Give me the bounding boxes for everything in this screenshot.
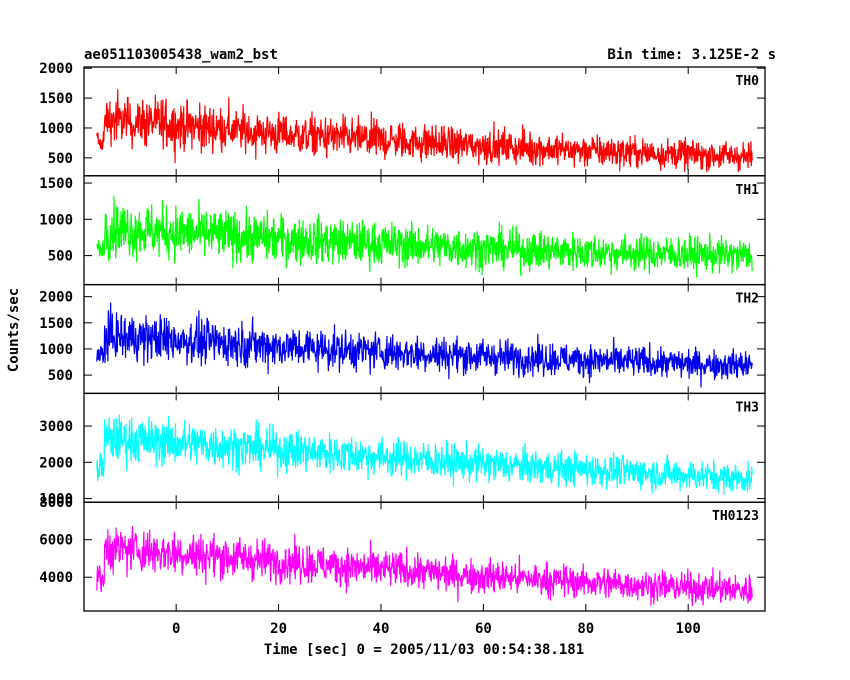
x-axis-label: Time [sec] 0 = 2005/11/03 00:54:38.181 bbox=[264, 642, 584, 658]
y-tick-label: 500 bbox=[48, 368, 73, 384]
y-tick-label: 2000 bbox=[39, 61, 73, 77]
y-tick-label: 1500 bbox=[39, 176, 73, 192]
y-tick-label: 1000 bbox=[39, 121, 73, 137]
x-tick-label: 40 bbox=[373, 621, 390, 637]
y-tick-label: 8000 bbox=[39, 495, 73, 511]
series-line-th3 bbox=[96, 414, 753, 495]
series-line-th0123 bbox=[96, 526, 753, 607]
series-line-th0 bbox=[96, 89, 753, 173]
y-tick-label: 1000 bbox=[39, 212, 73, 228]
chart-title: ae051103005438_wam2_bst bbox=[84, 47, 278, 63]
series-line-th1 bbox=[96, 195, 753, 278]
panel-label-th3: TH3 bbox=[736, 400, 759, 415]
y-axis-label: Counts/sec bbox=[6, 288, 22, 372]
y-tick-label: 500 bbox=[48, 151, 73, 167]
y-tick-label: 6000 bbox=[39, 533, 73, 549]
y-tick-label: 3000 bbox=[39, 419, 73, 435]
panel-label-th1: TH1 bbox=[736, 183, 760, 198]
y-tick-label: 1500 bbox=[39, 316, 73, 332]
y-tick-label: 2000 bbox=[39, 290, 73, 306]
series-line-th2 bbox=[96, 302, 753, 388]
chart-subtitle: Bin time: 3.125E-2 s bbox=[607, 47, 776, 63]
x-tick-label: 60 bbox=[475, 621, 492, 637]
y-tick-label: 1500 bbox=[39, 91, 73, 107]
panel-label-th0: TH0 bbox=[736, 74, 760, 89]
x-tick-label: 80 bbox=[577, 621, 594, 637]
y-tick-label: 1000 bbox=[39, 492, 73, 508]
x-tick-label: 20 bbox=[270, 621, 287, 637]
y-tick-label: 4000 bbox=[39, 570, 73, 586]
y-tick-label: 500 bbox=[48, 249, 73, 265]
y-tick-label: 1000 bbox=[39, 342, 73, 358]
panel-label-th0123: TH0123 bbox=[712, 509, 759, 524]
x-tick-label: 100 bbox=[676, 621, 701, 637]
x-tick-label: 0 bbox=[172, 621, 180, 637]
y-tick-label: 2000 bbox=[39, 455, 73, 471]
panel-label-th2: TH2 bbox=[736, 292, 759, 307]
panel-frame bbox=[83, 501, 766, 612]
